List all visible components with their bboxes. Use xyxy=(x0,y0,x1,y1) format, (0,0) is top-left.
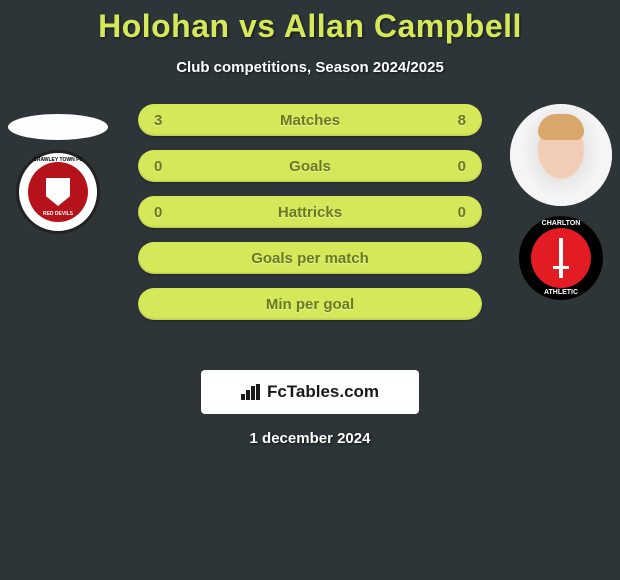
stat-label: Goals per match xyxy=(174,250,446,267)
badge-left-bottom-text: RED DEVILS xyxy=(28,211,88,217)
shield-icon xyxy=(46,178,70,206)
stat-right-value: 8 xyxy=(446,112,466,129)
player-right-club-badge: CHARLTON ATHLETIC xyxy=(519,216,603,300)
branding-text: FcTables.com xyxy=(267,382,379,402)
bar-chart-icon xyxy=(241,384,261,400)
player-left-club-badge: CRAWLEY TOWN FC RED DEVILS xyxy=(16,150,100,234)
stat-label: Min per goal xyxy=(174,296,446,313)
page-title: Holohan vs Allan Campbell xyxy=(0,8,620,45)
main-area: CRAWLEY TOWN FC RED DEVILS CHARLTON ATHL… xyxy=(0,104,620,364)
stat-row: Min per goal xyxy=(138,288,482,320)
comparison-card: Holohan vs Allan Campbell Club competiti… xyxy=(0,0,620,447)
stat-right-value: 0 xyxy=(446,158,466,175)
stat-left-value: 0 xyxy=(154,158,174,175)
date-text: 1 december 2024 xyxy=(0,430,620,447)
stat-row: Goals per match xyxy=(138,242,482,274)
stat-left-value: 0 xyxy=(154,204,174,221)
stat-label: Hattricks xyxy=(174,204,446,221)
subtitle: Club competitions, Season 2024/2025 xyxy=(0,59,620,76)
badge-left-inner: RED DEVILS xyxy=(28,162,88,222)
badge-right-bottom-text: ATHLETIC xyxy=(519,289,603,296)
player-left-column: CRAWLEY TOWN FC RED DEVILS xyxy=(8,104,108,234)
stat-label: Goals xyxy=(174,158,446,175)
stats-list: 3 Matches 8 0 Goals 0 0 Hattricks 0 Goal… xyxy=(138,104,482,334)
badge-right-top-text: CHARLTON xyxy=(519,220,603,227)
stat-label: Matches xyxy=(174,112,446,129)
player-right-column: CHARLTON ATHLETIC xyxy=(510,104,612,300)
badge-right-inner xyxy=(531,228,591,288)
face-icon xyxy=(510,104,612,206)
branding-badge: FcTables.com xyxy=(201,370,419,414)
player-left-avatar xyxy=(8,114,108,140)
stat-right-value: 0 xyxy=(446,204,466,221)
stat-left-value: 3 xyxy=(154,112,174,129)
sword-icon xyxy=(559,238,563,278)
stat-row: 0 Hattricks 0 xyxy=(138,196,482,228)
player-right-avatar xyxy=(510,104,612,206)
stat-row: 0 Goals 0 xyxy=(138,150,482,182)
stat-row: 3 Matches 8 xyxy=(138,104,482,136)
